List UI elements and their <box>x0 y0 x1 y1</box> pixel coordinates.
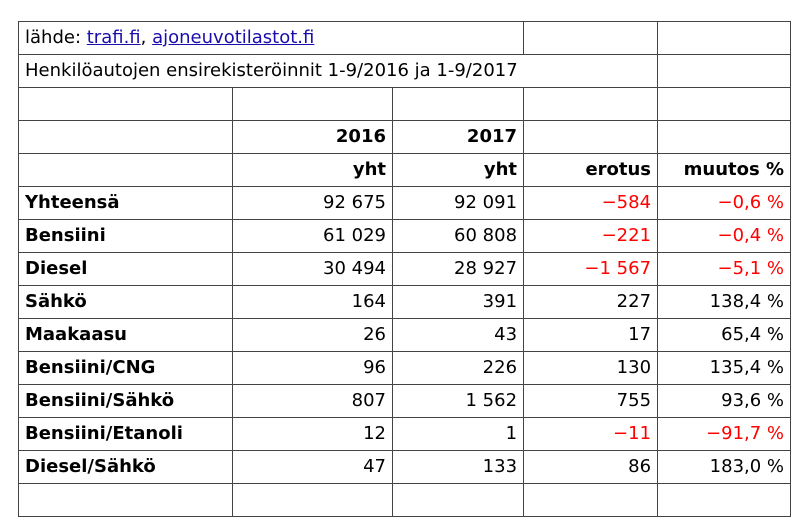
cell <box>18 87 233 121</box>
value-cell: 164 <box>232 285 393 319</box>
source-link[interactable]: trafi.fi <box>86 27 141 48</box>
value-cell: 135,4 % <box>657 351 792 385</box>
value-cell: 28 927 <box>391 252 525 286</box>
value-cell: −0,6 % <box>657 186 792 220</box>
year-header: 2016 <box>232 120 393 154</box>
value-cell: 227 <box>523 285 659 319</box>
value-cell: 43 <box>391 318 525 352</box>
value-cell: 130 <box>523 351 659 385</box>
value-cell: 47 <box>232 450 393 484</box>
value-cell: −91,7 % <box>657 417 792 451</box>
value-cell: 61 029 <box>232 219 393 253</box>
data-row: Diesel/Sähkö 47 133 86 183,0 % <box>18 450 792 484</box>
row-label: Maakaasu <box>18 318 233 352</box>
cell <box>523 483 659 517</box>
cell <box>391 87 525 121</box>
cell <box>657 120 792 154</box>
data-row: Bensiini/Sähkö 807 1 562 755 93,6 % <box>18 384 792 418</box>
source-prefix: lähde: <box>25 27 82 48</box>
row-label: Bensiini/Etanoli <box>18 417 233 451</box>
title-cell: Henkilöautojen ensirekisteröinnit 1-9/20… <box>17 54 659 88</box>
value-cell: 1 562 <box>391 384 525 418</box>
empty-row <box>18 87 792 121</box>
cell <box>657 483 792 517</box>
cell <box>18 153 233 187</box>
value-cell: 391 <box>391 285 525 319</box>
value-cell: 93,6 % <box>657 384 792 418</box>
value-cell: 92 091 <box>391 186 525 220</box>
value-cell: −584 <box>523 186 659 220</box>
cell <box>523 21 659 55</box>
value-cell: 26 <box>232 318 393 352</box>
cell <box>18 120 233 154</box>
cell <box>523 120 659 154</box>
data-row: Bensiini/CNG 96 226 130 135,4 % <box>18 351 792 385</box>
column-header: erotus <box>523 153 659 187</box>
data-row: Bensiini/Etanoli 12 1 −11 −91,7 % <box>18 417 792 451</box>
source-row: lähde: trafi.fi, ajoneuvotilastot.fi <box>17 21 792 55</box>
unit-header: yht <box>391 153 525 187</box>
cell <box>391 483 525 517</box>
cell <box>657 54 792 88</box>
separator: , <box>140 27 147 48</box>
unit-header: yht <box>232 153 393 187</box>
value-cell: 60 808 <box>391 219 525 253</box>
cell <box>523 87 659 121</box>
cell <box>657 87 792 121</box>
source-cell: lähde: trafi.fi, ajoneuvotilastot.fi <box>17 21 525 55</box>
title-row: Henkilöautojen ensirekisteröinnit 1-9/20… <box>17 54 792 88</box>
year-header: 2017 <box>391 120 525 154</box>
value-cell: −5,1 % <box>657 252 792 286</box>
row-label: Bensiini <box>18 219 233 253</box>
data-row: Yhteensä 92 675 92 091 −584 −0,6 % <box>18 186 792 220</box>
value-cell: 86 <box>523 450 659 484</box>
row-label: Bensiini/Sähkö <box>18 384 233 418</box>
data-table: lähde: trafi.fi, ajoneuvotilastot.fi Hen… <box>17 21 792 517</box>
row-label: Diesel/Sähkö <box>18 450 233 484</box>
value-cell: 755 <box>523 384 659 418</box>
value-cell: 1 <box>391 417 525 451</box>
empty-row <box>18 483 792 517</box>
value-cell: 183,0 % <box>657 450 792 484</box>
table-body: lähde: trafi.fi, ajoneuvotilastot.fi Hen… <box>17 21 792 517</box>
value-cell: −1 567 <box>523 252 659 286</box>
column-header: muutos % <box>657 153 792 187</box>
row-label: Bensiini/CNG <box>18 351 233 385</box>
cell <box>232 87 393 121</box>
data-row: Maakaasu 26 43 17 65,4 % <box>18 318 792 352</box>
year-row: 2016 2017 <box>18 120 792 154</box>
data-row: Diesel 30 494 28 927 −1 567 −5,1 % <box>18 252 792 286</box>
value-cell: 807 <box>232 384 393 418</box>
value-cell: 133 <box>391 450 525 484</box>
value-cell: 226 <box>391 351 525 385</box>
data-row: Sähkö 164 391 227 138,4 % <box>18 285 792 319</box>
value-cell: 12 <box>232 417 393 451</box>
row-label: Sähkö <box>18 285 233 319</box>
value-cell: 138,4 % <box>657 285 792 319</box>
value-cell: 96 <box>232 351 393 385</box>
cell <box>657 21 792 55</box>
unit-row: yht yht erotus muutos % <box>18 153 792 187</box>
row-label: Yhteensä <box>18 186 233 220</box>
value-cell: −221 <box>523 219 659 253</box>
data-row: Bensiini 61 029 60 808 −221 −0,4 % <box>18 219 792 253</box>
cell <box>18 483 233 517</box>
source-link[interactable]: ajoneuvotilastot.fi <box>152 27 315 48</box>
value-cell: 30 494 <box>232 252 393 286</box>
row-label: Diesel <box>18 252 233 286</box>
value-cell: 17 <box>523 318 659 352</box>
cell <box>232 483 393 517</box>
page: lähde: trafi.fi, ajoneuvotilastot.fi Hen… <box>17 21 792 517</box>
value-cell: 92 675 <box>232 186 393 220</box>
value-cell: −0,4 % <box>657 219 792 253</box>
value-cell: −11 <box>523 417 659 451</box>
value-cell: 65,4 % <box>657 318 792 352</box>
